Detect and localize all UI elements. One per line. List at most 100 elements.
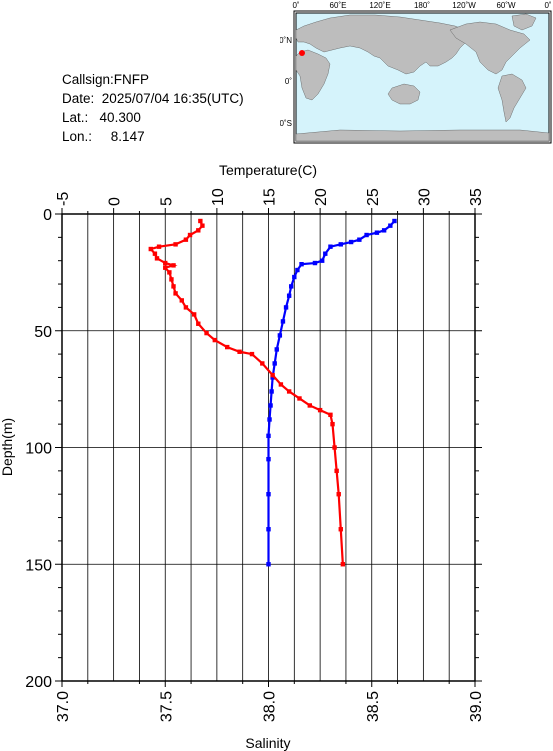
chart-grid	[61, 213, 476, 682]
temperature-point	[323, 251, 328, 256]
station-marker	[299, 50, 305, 56]
top-tick-label: 15	[262, 188, 279, 206]
salinity-point	[156, 244, 162, 249]
salinity-point	[237, 349, 242, 354]
land-south-america	[497, 73, 527, 123]
land-europe-asia	[295, 14, 476, 75]
salinity-point	[173, 242, 178, 247]
lat-row: Lat.: 40.300	[62, 108, 244, 127]
temperature-point	[328, 244, 333, 249]
bottom-tick-label: 39.0	[468, 691, 485, 722]
plot-frame	[61, 213, 476, 682]
map-lon-label: 60˚E	[330, 1, 347, 10]
map-frame	[293, 10, 552, 144]
temperature-point	[267, 417, 272, 422]
map-lon-label: 120˚W	[452, 1, 476, 10]
temperature-point	[364, 232, 369, 238]
world-map: 0˚ 60˚E 120˚E 180˚ 120˚W 60˚W 0˚ 60˚N 0˚…	[275, 1, 552, 144]
y-axis-label: Depth(m)	[0, 418, 15, 476]
map-lon-label: 60˚W	[496, 1, 516, 10]
salinity-point	[154, 256, 160, 261]
salinity-point	[212, 337, 218, 343]
date-value: 2025/07/04 16:35(UTC)	[101, 91, 244, 106]
top-tick-label: 25	[365, 188, 382, 206]
salinity-point	[196, 321, 201, 326]
chart-series	[148, 218, 397, 567]
salinity-point	[196, 228, 201, 233]
lat-label: Lat.:	[62, 110, 89, 125]
salinity-point	[260, 361, 265, 366]
temperature-point	[319, 258, 325, 263]
map-lat-label: 60˚N	[280, 36, 292, 45]
map-lon-label: 120˚E	[369, 1, 390, 10]
map-lon-label: 180˚	[414, 1, 430, 10]
salinity-point	[167, 270, 172, 275]
map-lat-label: 60˚S	[280, 119, 292, 128]
salinity-point	[249, 351, 255, 357]
salinity-point	[200, 223, 205, 228]
salinity-point	[225, 344, 230, 350]
bottom-tick-label: 37.5	[158, 691, 175, 722]
temperature-point	[289, 284, 294, 289]
temperature-point	[283, 305, 289, 310]
top-tick-label: 30	[416, 188, 433, 206]
salinity-point	[198, 218, 203, 224]
temperature-point	[388, 223, 393, 228]
salinity-line	[148, 220, 344, 565]
temperature-point	[381, 228, 387, 233]
salinity-point	[334, 468, 339, 474]
salinity-point	[297, 396, 302, 401]
map-lat-labels: 60˚N 0˚ 60˚S	[275, 36, 293, 128]
salinity-point	[163, 260, 168, 266]
map-land	[295, 13, 550, 142]
map-lon-label: 0˚	[292, 1, 299, 10]
salinity-point	[328, 412, 333, 418]
temperature-point	[338, 242, 343, 247]
temperature-point	[272, 361, 277, 366]
land-australia	[387, 83, 421, 105]
lon-value: 8.147	[110, 129, 145, 144]
temperature-point	[280, 319, 286, 324]
temperature-point	[392, 218, 397, 224]
top-tick-label: 10	[210, 188, 227, 206]
top-tick-label: 35	[468, 188, 485, 206]
temperature-point	[266, 456, 271, 462]
bottom-tick-label: 37.0	[55, 691, 72, 722]
land-greenland	[511, 13, 537, 31]
salinity-point	[152, 251, 158, 256]
land-antarctica	[295, 129, 550, 142]
temperature-point	[268, 403, 273, 408]
temperature-point	[266, 527, 271, 532]
salinity-point	[169, 277, 174, 282]
salinity-point	[173, 291, 178, 296]
salinity-point	[340, 562, 346, 567]
salinity-point	[191, 312, 197, 317]
salinity-point	[183, 237, 189, 242]
y-tick-label: 50	[34, 324, 52, 341]
salinity-point	[163, 265, 168, 270]
temperature-point	[269, 389, 274, 394]
bottom-tick-label: 38.0	[262, 691, 279, 722]
salinity-point	[307, 403, 312, 408]
salinity-point	[278, 382, 284, 387]
callsign-text: Callsign:FNFP	[62, 72, 150, 87]
lon-label: Lon.:	[62, 129, 93, 144]
lon-row: Lon.: 8.147	[62, 127, 244, 146]
salinity-point	[336, 492, 341, 497]
temperature-point	[357, 237, 362, 242]
temperature-point	[277, 333, 283, 338]
salinity-point	[187, 232, 193, 238]
map-lon-label: 0˚	[544, 1, 551, 10]
temperature-point	[295, 267, 300, 273]
y-tick-label: 0	[43, 207, 52, 224]
lat-value: 40.300	[99, 110, 141, 125]
y-tick-label: 100	[25, 441, 52, 458]
salinity-point	[270, 372, 275, 378]
temperature-point	[270, 375, 275, 380]
land-north-america	[449, 21, 531, 75]
temperature-point	[266, 433, 271, 439]
top-tick-label: 5	[158, 197, 175, 206]
location-map: 0˚ 60˚E 120˚E 180˚ 120˚W 60˚W 0˚ 60˚N 0˚…	[275, 0, 553, 160]
